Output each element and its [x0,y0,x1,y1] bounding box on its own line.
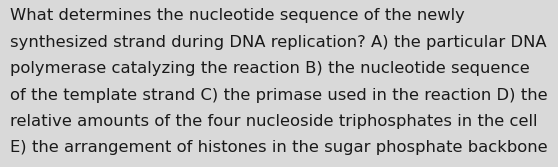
Text: of the template strand C) the primase used in the reaction D) the: of the template strand C) the primase us… [10,88,547,103]
Text: What determines the nucleotide sequence of the newly: What determines the nucleotide sequence … [10,8,465,23]
Text: polymerase catalyzing the reaction B) the nucleotide sequence: polymerase catalyzing the reaction B) th… [10,61,530,76]
Text: synthesized strand during DNA replication? A) the particular DNA: synthesized strand during DNA replicatio… [10,35,547,50]
Text: relative amounts of the four nucleoside triphosphates in the cell: relative amounts of the four nucleoside … [10,114,537,129]
Text: E) the arrangement of histones in the sugar phosphate backbone: E) the arrangement of histones in the su… [10,140,547,155]
